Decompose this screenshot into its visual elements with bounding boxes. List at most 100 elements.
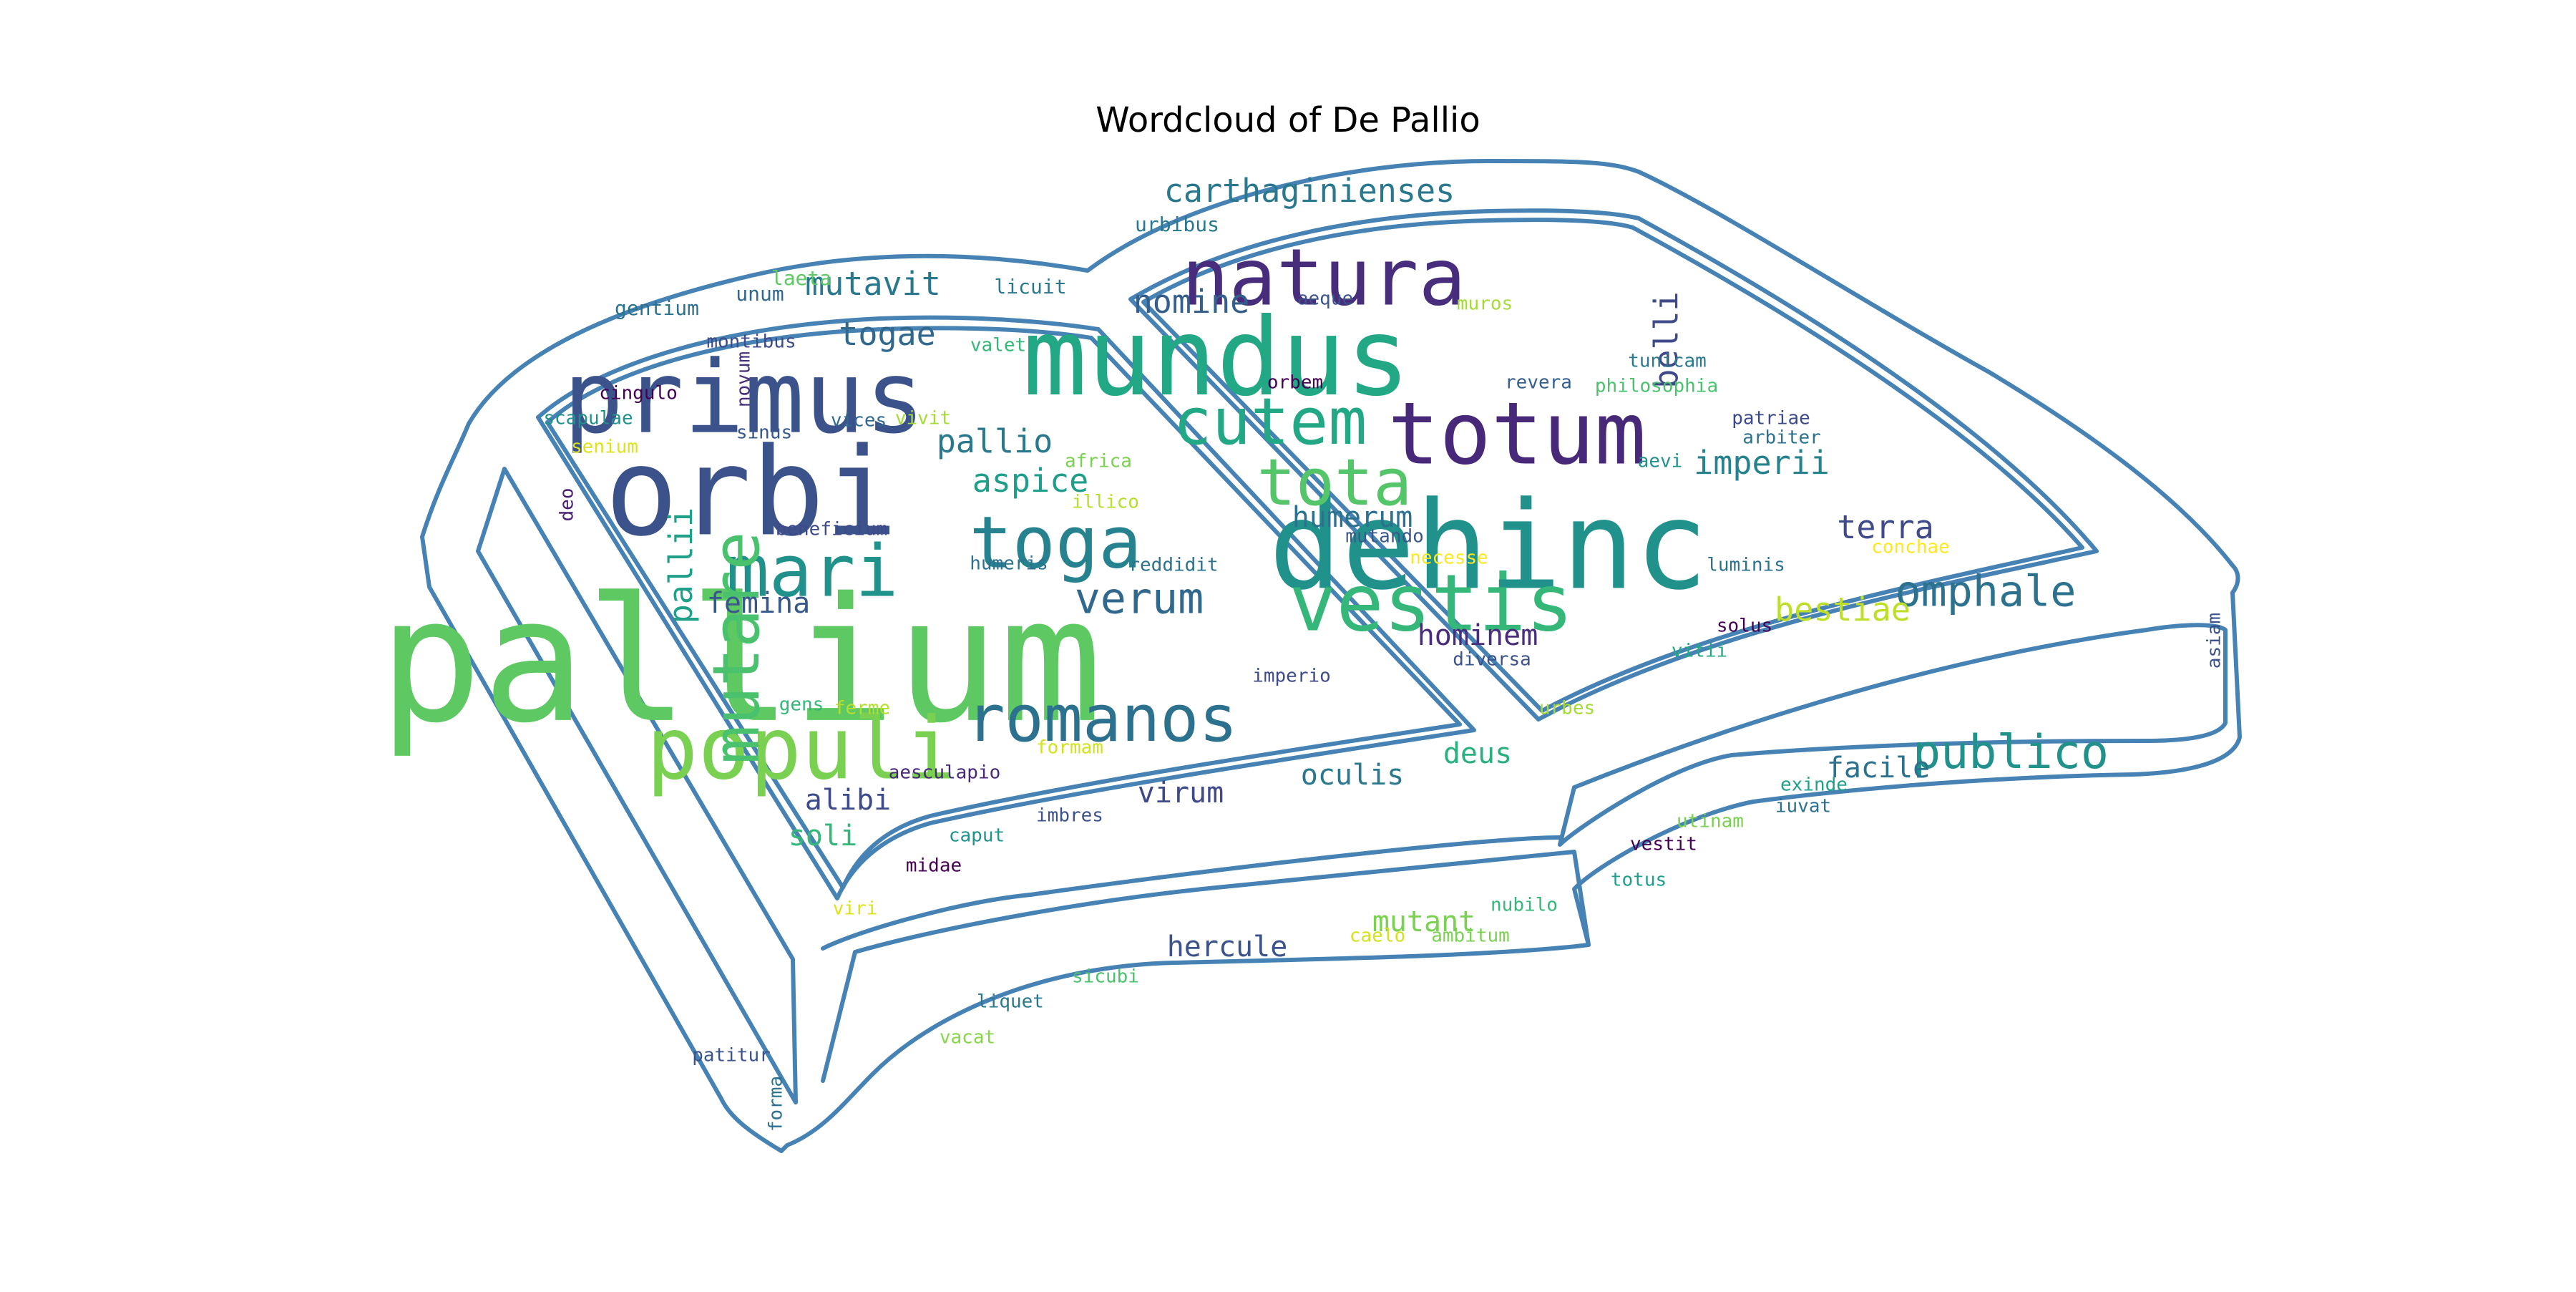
word-vices: vices (831, 410, 887, 432)
word-populi: populi (646, 700, 956, 800)
word-totus: totus (1611, 870, 1667, 891)
word-hercule: hercule (1167, 931, 1288, 963)
word-vestis: vestis (1289, 557, 1573, 649)
word-aevi: aevi (1638, 451, 1683, 472)
word-pallio: pallio (937, 422, 1053, 460)
word-solus: solus (1717, 616, 1772, 637)
word-revera: revera (1505, 372, 1572, 394)
word-bestiae: bestiae (1775, 591, 1911, 628)
word-carthaginienses: carthaginienses (1164, 172, 1455, 210)
word-montibus: montibus (706, 331, 796, 353)
word-humeris: humeris (970, 553, 1048, 575)
right-page-inner (1141, 218, 2084, 713)
book-outer-outline (420, 159, 2242, 1153)
word-dehinc: dehinc (1269, 475, 1708, 617)
word-aesculapio: aesculapio (889, 762, 1001, 784)
wordcloud-words: pallium dehinc orbi mundus primus totum populi… (379, 172, 2225, 1132)
word-liquet: liquet (977, 991, 1044, 1013)
left-page-inner (545, 326, 1462, 890)
word-midae: midae (906, 855, 962, 877)
word-patitur: patitur (692, 1045, 771, 1067)
word-facile: facile (1827, 752, 1931, 785)
word-scapulae: scapulae (543, 408, 633, 429)
word-imbres: imbres (1036, 805, 1103, 827)
word-conchae: conchae (1871, 537, 1950, 558)
word-nomine: nomine (1133, 283, 1250, 321)
word-luminis: luminis (1707, 555, 1785, 576)
word-deus: deus (1443, 737, 1512, 770)
word-beneficium: beneficium (776, 519, 888, 540)
book-outline (420, 159, 2242, 1153)
word-muros: muros (1457, 293, 1513, 315)
word-iuvat: iuvat (1775, 796, 1831, 817)
word-mari: mari (726, 529, 899, 613)
word-urbes: urbes (1539, 698, 1595, 719)
word-tota: tota (1257, 445, 1413, 520)
word-sicubi: sicubi (1072, 966, 1139, 988)
word-verum: verum (1075, 574, 1204, 624)
word-ferme: ferme (834, 698, 890, 719)
word-virum: virum (1138, 777, 1224, 810)
word-illico: illico (1072, 492, 1139, 513)
word-sinus: sinus (736, 422, 792, 444)
word-primus: primus (563, 340, 925, 457)
word-africa: africa (1065, 451, 1132, 472)
word-valet: valet (970, 335, 1026, 356)
word-togae: togae (839, 315, 935, 353)
word-exinde: exinde (1780, 774, 1848, 796)
word-laeta: laeta (771, 266, 831, 290)
word-asiam: asiam (2204, 613, 2225, 669)
word-philosophia: philosophia (1595, 376, 1718, 397)
word-gentium: gentium (615, 296, 699, 320)
word-cutem: cutem (1174, 384, 1367, 460)
word-nubilo: nubilo (1491, 895, 1558, 916)
word-vacat: vacat (940, 1027, 995, 1049)
word-necesse: necesse (1410, 548, 1488, 569)
word-diversa: diversa (1453, 649, 1531, 671)
word-belli: belli (1647, 291, 1685, 388)
word-arbiter: arbiter (1742, 427, 1821, 449)
word-formam: formam (1036, 737, 1103, 759)
word-natura: natura (1181, 231, 1465, 323)
word-omphale: omphale (1896, 567, 2077, 617)
word-licuit: licuit (994, 275, 1066, 298)
word-senium: senium (571, 437, 638, 458)
word-caelo: caelo (1350, 926, 1405, 947)
word-alibi: alibi (805, 784, 891, 817)
book-spine-strip (476, 467, 798, 1104)
word-ambitum: ambitum (1431, 926, 1510, 947)
word-unum: unum (736, 282, 784, 306)
lower-page-edge (821, 835, 1562, 951)
word-reddidit: reddidit (1128, 555, 1218, 576)
word-romanos: romanos (966, 681, 1237, 757)
right-page-outer (1128, 208, 2099, 722)
word-cingulo: cingulo (599, 383, 678, 404)
word-utinam: utinam (1677, 811, 1744, 832)
word-terra: terra (1837, 508, 1933, 546)
word-aeque: aeque (1297, 288, 1353, 310)
word-oculis: oculis (1301, 759, 1405, 792)
word-mutavit: mutavit (805, 265, 941, 303)
word-femina: femina (707, 587, 811, 620)
word-viri: viri (833, 898, 878, 920)
word-mutant: mutant (1372, 905, 1476, 938)
word-orbi: orbi (605, 422, 897, 563)
word-toga: toga (970, 500, 1142, 584)
word-forma: forma (766, 1076, 787, 1132)
word-soli: soli (789, 820, 857, 853)
word-deo: deo (557, 488, 578, 522)
word-imperii: imperii (1694, 444, 1830, 482)
word-mundus: mundus (1023, 296, 1410, 420)
word-mutare: mutare (699, 531, 774, 764)
word-vestit: vestit (1630, 834, 1697, 855)
word-pallium: pallium (379, 560, 1102, 761)
word-totum: totum (1387, 385, 1646, 485)
word-tunicam: tunicam (1628, 351, 1707, 372)
lower-page-band (1558, 623, 2228, 847)
word-mutando: mutando (1345, 526, 1424, 548)
word-novum: novum (733, 351, 755, 407)
word-hominem: hominem (1418, 619, 1538, 652)
word-vitii: vitii (1672, 641, 1727, 662)
